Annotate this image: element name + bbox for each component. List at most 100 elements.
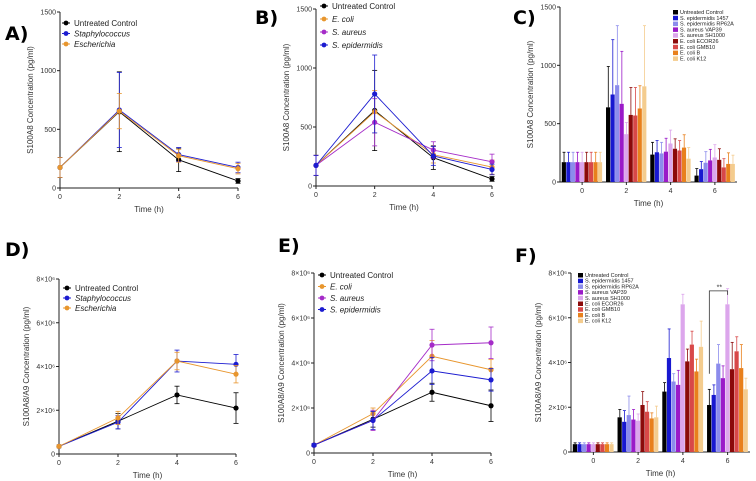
- bar: [681, 147, 687, 182]
- legend-label: S. epidermidis: [332, 41, 383, 50]
- legend-marker: [64, 295, 70, 301]
- data-point: [489, 166, 495, 173]
- bar: [654, 417, 659, 452]
- series-line: [59, 111, 239, 182]
- legend-marker: [319, 272, 325, 278]
- series-line: [58, 360, 237, 447]
- legend-label: E. coli B: [585, 313, 606, 319]
- y-axis-title: S100A8/A9 Concentration (pg/ml): [534, 302, 543, 422]
- legend-label: E. coli ECOR26: [585, 302, 624, 308]
- y-axis-title: S100A8 Concentration (pg/ml): [526, 40, 535, 148]
- data-point: [233, 371, 239, 377]
- y-tick-label: 500: [44, 127, 56, 134]
- data-point: [57, 164, 63, 171]
- x-tick-label: 0: [58, 194, 62, 201]
- bar: [644, 411, 650, 452]
- y-tick-label: 1000: [540, 63, 556, 70]
- legend-label: S. aureus SH1000: [585, 296, 630, 302]
- bar: [581, 444, 587, 452]
- legend-marker: [64, 285, 70, 291]
- y-tick-label: 2×10⁶: [291, 406, 310, 413]
- x-tick-label: 6: [234, 460, 238, 467]
- legend-label: Untreated Control: [74, 19, 137, 28]
- legend-label: E. coli K12: [680, 56, 706, 62]
- data-point: [429, 342, 435, 348]
- bar: [609, 444, 614, 452]
- y-tick-label: 1500: [540, 5, 556, 12]
- bar: [597, 162, 603, 182]
- legend-marker: [321, 42, 327, 48]
- y-tick-label: 6×10⁶: [36, 320, 55, 327]
- legend-swatch: [673, 50, 678, 56]
- legend-label: Staphylococcus: [74, 30, 130, 39]
- legend-swatch: [673, 15, 678, 21]
- bar: [739, 368, 744, 452]
- bar: [685, 361, 690, 452]
- legend-marker: [321, 29, 327, 35]
- significance-label: **: [717, 284, 723, 291]
- bar: [703, 162, 708, 182]
- x-tick-label: 6: [726, 458, 730, 465]
- y-tick-label: 0: [52, 186, 56, 193]
- series-line: [59, 110, 239, 170]
- x-axis-title: Time (h): [133, 471, 163, 480]
- panel-label: D): [5, 239, 29, 261]
- bar: [672, 148, 678, 182]
- data-point: [430, 153, 436, 159]
- series-line: [315, 111, 493, 168]
- panel-e: E) 0 2×10⁶ 4×10⁶ 6×10⁶ 8×10⁶ 0 2 4 6 Time (h) S100A…: [277, 235, 494, 479]
- bar: [662, 391, 667, 452]
- bar: [570, 162, 575, 182]
- series-line: [313, 342, 492, 446]
- significance-bracket: [708, 290, 729, 374]
- series-line: [315, 93, 493, 170]
- bar: [595, 444, 600, 452]
- bar: [716, 363, 721, 452]
- y-tick-label: 500: [300, 125, 312, 132]
- panel-a: A) 0 500 1000 1500 0 2 4 6 Time (h) S100A8 Concent…: [5, 10, 241, 214]
- legend-label: Staphylococcus: [75, 294, 131, 303]
- bar: [626, 415, 631, 452]
- legend-swatch: [673, 44, 678, 50]
- legend-marker: [321, 16, 327, 22]
- bar: [711, 394, 716, 452]
- bar: [640, 405, 645, 452]
- y-axis-title: S100A8 Concentration (pg/ml): [26, 46, 35, 154]
- legend-swatch: [578, 290, 583, 295]
- legend-swatch: [578, 278, 583, 284]
- data-point: [313, 162, 319, 168]
- data-point: [372, 91, 378, 97]
- y-axis-title: S100A8/A9 Concentration (pg/ml): [22, 306, 31, 426]
- legend-label: E. coli GMB10: [585, 307, 620, 313]
- legend-swatch: [578, 301, 583, 306]
- legend-label: S. aureus VAP39: [680, 27, 722, 33]
- x-tick-label: 4: [669, 188, 673, 195]
- panel-c: C) 0 500 1000 1500 0 2 4 6 Time (h) S100A8 Concent…: [513, 5, 737, 208]
- panel-label: A): [5, 23, 28, 45]
- data-point: [235, 166, 241, 172]
- bar: [677, 150, 682, 182]
- legend-label: Escherichia: [74, 40, 116, 49]
- legend-label: E. coli GMB10: [680, 45, 715, 51]
- data-point: [489, 159, 495, 165]
- series-line: [58, 394, 237, 447]
- legend-marker: [63, 20, 69, 26]
- bar: [591, 444, 596, 452]
- legend-label: Untreated Control: [75, 284, 138, 293]
- bar: [606, 107, 611, 182]
- x-axis-title: Time (h): [134, 205, 164, 214]
- x-tick-label: 2: [371, 459, 375, 466]
- data-point: [429, 389, 435, 395]
- legend-label: E. coli B: [680, 51, 701, 57]
- legend-label: S. aureus SH1000: [680, 33, 725, 39]
- y-tick-label: 0: [308, 184, 312, 191]
- x-tick-label: 6: [490, 192, 494, 199]
- legend-label: E. coli ECOR26: [680, 39, 719, 45]
- y-tick-label: 2×10⁶: [548, 405, 567, 412]
- legend-label: E. coli: [332, 15, 354, 24]
- y-tick-label: 1000: [296, 66, 312, 73]
- y-axis-title: S100A8/A9 Concentration (pg/ml): [277, 303, 286, 423]
- bar: [575, 162, 580, 182]
- bar: [610, 94, 615, 182]
